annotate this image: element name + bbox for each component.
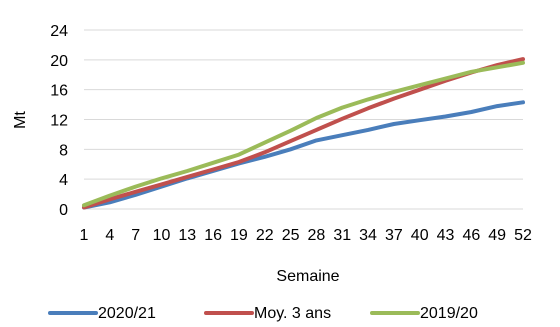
- x-tick-label: 31: [333, 227, 351, 244]
- y-tick-label: 0: [59, 202, 68, 219]
- x-tick-label: 46: [462, 227, 480, 244]
- series-line-1: [82, 100, 525, 210]
- x-tick-label: 19: [230, 227, 248, 244]
- y-tick-label: 4: [59, 172, 68, 189]
- y-axis-ticks: 0 4 8 12 16 20 24: [50, 23, 68, 219]
- x-tick-label: 37: [385, 227, 403, 244]
- x-tick-label: 7: [131, 227, 140, 244]
- x-tick-label: 34: [359, 227, 377, 244]
- y-axis-title: Mt: [12, 111, 29, 129]
- x-axis-ticks: 1 4 7 10 13 16 19 22 25 28 31 34 37 40 43 46 49 52: [80, 227, 532, 244]
- x-axis-title: Semaine: [276, 268, 339, 285]
- legend-label-2: Moy. 3 ans: [254, 305, 331, 322]
- series-line-2: [82, 57, 525, 210]
- x-tick-label: 40: [411, 227, 429, 244]
- x-tick-label: 52: [514, 227, 532, 244]
- legend: 2020/21 Moy. 3 ans 2019/20: [48, 305, 478, 322]
- x-tick-label: 13: [178, 227, 196, 244]
- x-tick-label: 1: [80, 227, 89, 244]
- y-tick-label: 24: [50, 23, 68, 40]
- x-tick-label: 28: [308, 227, 326, 244]
- y-tick-label: 12: [50, 113, 68, 130]
- x-tick-label: 43: [437, 227, 455, 244]
- x-tick-label: 16: [204, 227, 222, 244]
- legend-label-3: 2019/20: [420, 305, 478, 322]
- y-tick-label: 8: [59, 142, 68, 159]
- y-tick-label: 20: [50, 53, 68, 70]
- x-tick-label: 25: [282, 227, 300, 244]
- series-line-3: [82, 60, 525, 208]
- y-tick-label: 16: [50, 83, 68, 100]
- x-tick-label: 4: [105, 227, 114, 244]
- x-tick-label: 22: [256, 227, 274, 244]
- legend-label-1: 2020/21: [98, 305, 156, 322]
- series-lines: [82, 57, 525, 210]
- x-tick-label: 10: [153, 227, 171, 244]
- x-tick-label: 49: [488, 227, 506, 244]
